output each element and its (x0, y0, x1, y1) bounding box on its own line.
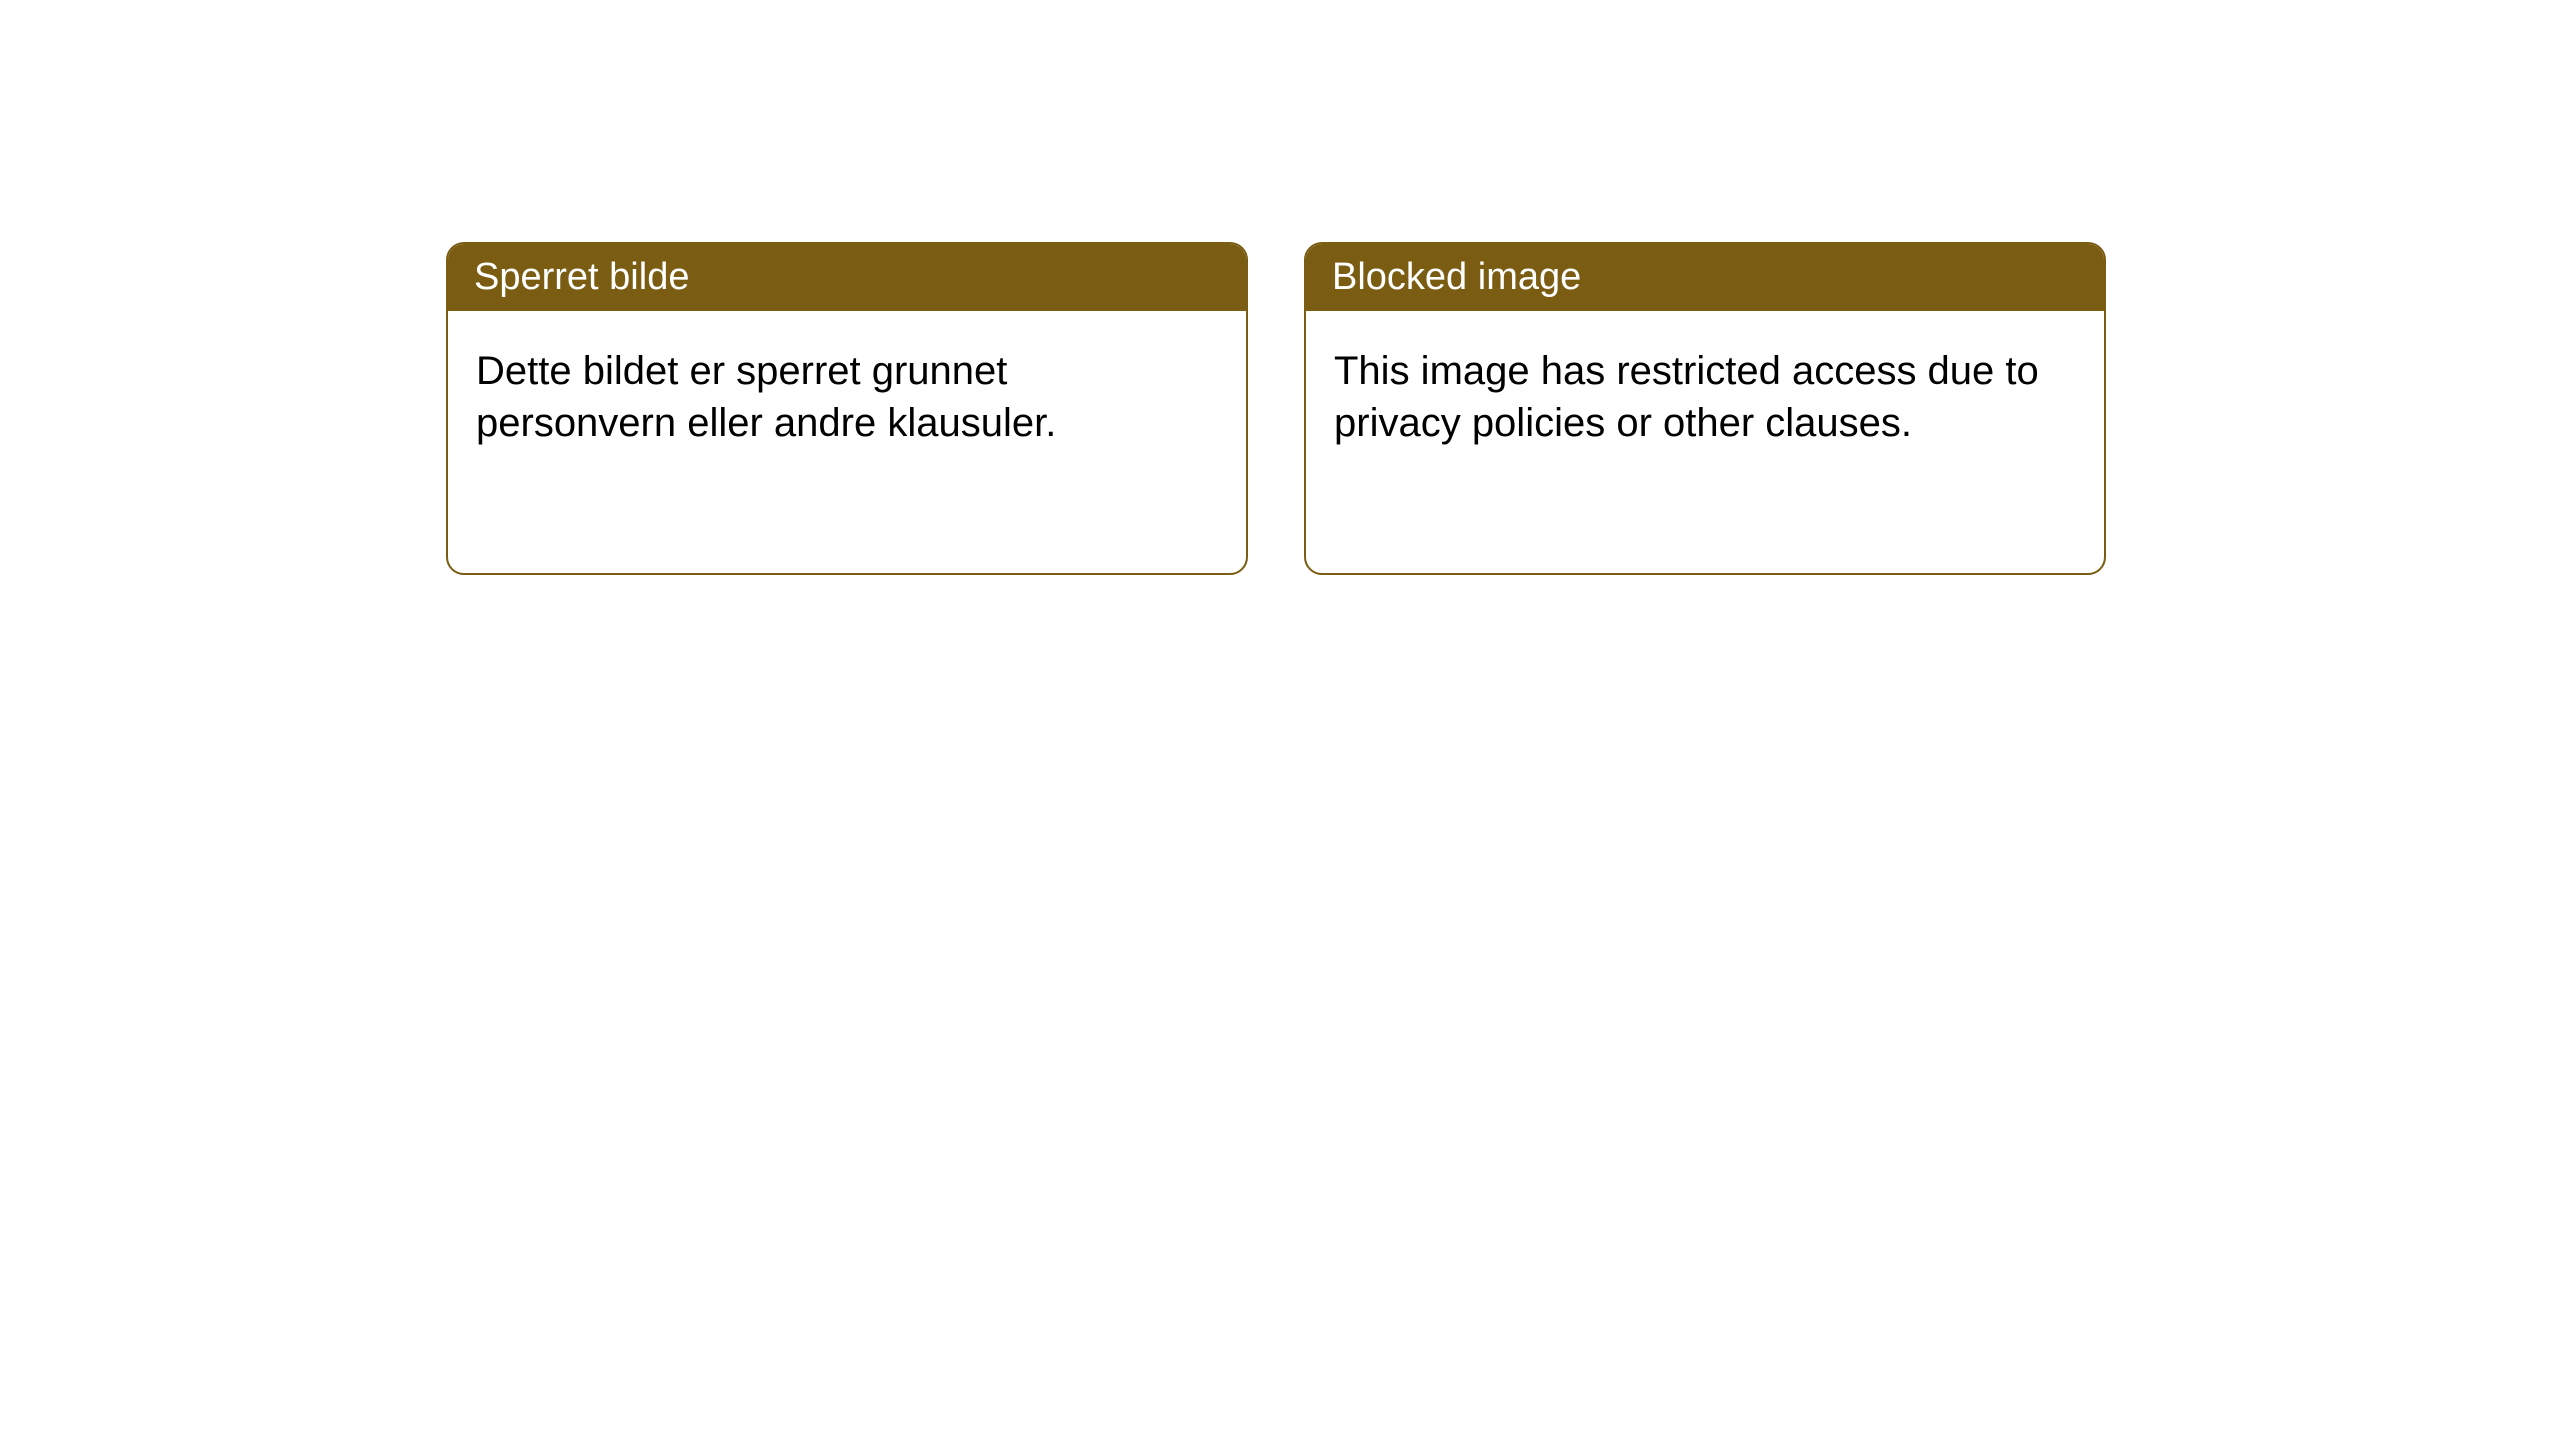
notice-box-english: Blocked image This image has restricted … (1304, 242, 2106, 575)
notice-title-norwegian: Sperret bilde (474, 256, 689, 298)
notice-container: Sperret bilde Dette bildet er sperret gr… (446, 242, 2106, 575)
notice-header-english: Blocked image (1306, 244, 2104, 311)
notice-text-norwegian: Dette bildet er sperret grunnet personve… (476, 349, 1056, 445)
notice-box-norwegian: Sperret bilde Dette bildet er sperret gr… (446, 242, 1248, 575)
notice-body-english: This image has restricted access due to … (1306, 311, 2104, 483)
notice-body-norwegian: Dette bildet er sperret grunnet personve… (448, 311, 1246, 483)
notice-title-english: Blocked image (1332, 256, 1581, 298)
notice-header-norwegian: Sperret bilde (448, 244, 1246, 311)
notice-text-english: This image has restricted access due to … (1334, 349, 2039, 445)
